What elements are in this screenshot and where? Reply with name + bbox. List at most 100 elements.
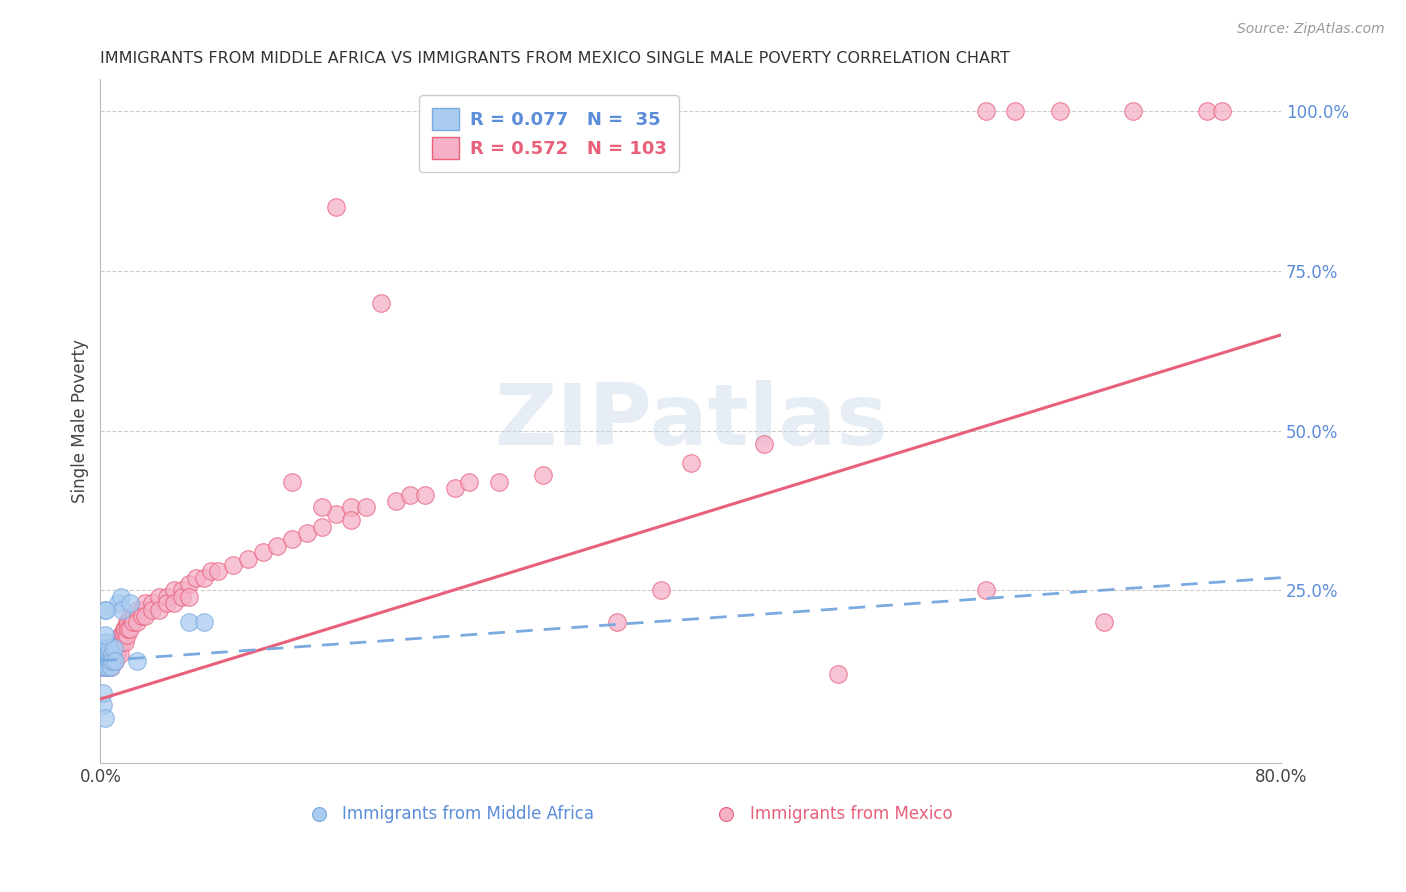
Point	[101, 648, 124, 662]
Point	[105, 640, 128, 655]
Point	[236, 551, 259, 566]
Point	[96, 634, 118, 648]
Text: IMMIGRANTS FROM MIDDLE AFRICA VS IMMIGRANTS FROM MEXICO SINGLE MALE POVERTY CORR: IMMIGRANTS FROM MIDDLE AFRICA VS IMMIGRA…	[100, 51, 1011, 66]
Point	[90, 648, 112, 662]
Point	[98, 654, 121, 668]
Point	[103, 640, 125, 655]
Point	[105, 648, 128, 662]
Point	[1092, 615, 1115, 630]
Point	[90, 660, 112, 674]
Point	[91, 660, 114, 674]
Point	[207, 564, 229, 578]
Point	[121, 609, 143, 624]
Point	[94, 640, 117, 655]
Point	[114, 634, 136, 648]
Point	[104, 654, 127, 668]
Point	[96, 602, 118, 616]
Point	[222, 558, 245, 572]
Point	[458, 475, 481, 489]
Point	[110, 628, 132, 642]
Point	[103, 654, 125, 668]
Point	[112, 628, 135, 642]
Point	[98, 648, 121, 662]
Point	[91, 640, 114, 655]
Point	[104, 648, 127, 662]
Point	[110, 590, 132, 604]
Point	[252, 545, 274, 559]
Text: ZIPatlas: ZIPatlas	[494, 380, 887, 463]
Y-axis label: Single Male Poverty: Single Male Poverty	[72, 339, 89, 503]
Point	[141, 596, 163, 610]
Point	[177, 577, 200, 591]
Point	[111, 628, 134, 642]
Point	[974, 583, 997, 598]
Point	[118, 622, 141, 636]
Point	[1197, 104, 1219, 119]
Point	[121, 615, 143, 630]
Point	[131, 602, 153, 616]
Point	[872, 791, 894, 805]
Point	[1004, 104, 1026, 119]
Point	[97, 654, 120, 668]
Point	[754, 436, 776, 450]
Point	[91, 648, 114, 662]
Point	[115, 628, 138, 642]
Point	[134, 596, 156, 610]
Point	[91, 648, 114, 662]
Point	[170, 590, 193, 604]
Point	[108, 648, 131, 662]
Text: Source: ZipAtlas.com: Source: ZipAtlas.com	[1237, 22, 1385, 37]
Point	[325, 507, 347, 521]
Point	[96, 660, 118, 674]
Point	[606, 615, 628, 630]
Point	[1211, 104, 1233, 119]
Point	[163, 596, 186, 610]
Point	[679, 456, 702, 470]
Point	[156, 590, 179, 604]
Point	[97, 660, 120, 674]
Point	[974, 104, 997, 119]
Point	[100, 654, 122, 668]
Point	[107, 640, 129, 655]
Text: Immigrants from Mexico: Immigrants from Mexico	[749, 805, 952, 823]
Point	[98, 640, 121, 655]
Point	[127, 654, 149, 668]
Point	[94, 628, 117, 642]
Point	[97, 660, 120, 674]
Point	[163, 583, 186, 598]
Point	[94, 602, 117, 616]
Point	[94, 711, 117, 725]
Point	[186, 571, 208, 585]
Point	[488, 475, 510, 489]
Point	[97, 654, 120, 668]
Legend: R = 0.077   N =  35, R = 0.572   N = 103: R = 0.077 N = 35, R = 0.572 N = 103	[419, 95, 679, 172]
Point	[384, 494, 406, 508]
Point	[103, 648, 125, 662]
Point	[827, 666, 849, 681]
Point	[354, 500, 377, 515]
Point	[118, 596, 141, 610]
Point	[443, 481, 465, 495]
Point	[141, 602, 163, 616]
Point	[131, 609, 153, 624]
Point	[413, 488, 436, 502]
Point	[101, 648, 124, 662]
Point	[281, 475, 304, 489]
Point	[101, 640, 124, 655]
Point	[90, 654, 112, 668]
Point	[281, 533, 304, 547]
Point	[127, 615, 149, 630]
Point	[200, 564, 222, 578]
Text: Immigrants from Middle Africa: Immigrants from Middle Africa	[343, 805, 595, 823]
Point	[177, 615, 200, 630]
Point	[118, 609, 141, 624]
Point	[91, 698, 114, 713]
Point	[170, 583, 193, 598]
Point	[97, 648, 120, 662]
Point	[340, 513, 363, 527]
Point	[340, 500, 363, 515]
Point	[370, 296, 392, 310]
Point	[110, 634, 132, 648]
Point	[399, 488, 422, 502]
Point	[97, 648, 120, 662]
